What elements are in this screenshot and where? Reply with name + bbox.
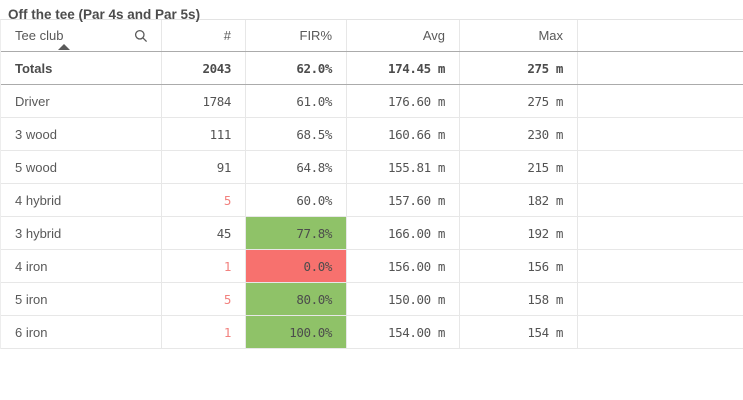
cell-club[interactable]: 5 iron	[1, 283, 162, 315]
table-header-row: Tee club # FIR% Avg Max	[1, 20, 743, 52]
cell-spacer	[578, 151, 743, 183]
totals-fir: 62.0%	[246, 52, 347, 84]
totals-avg: 174.45 m	[347, 52, 460, 84]
cell-club[interactable]: 3 hybrid	[1, 217, 162, 249]
cell-avg[interactable]: 157.60 m	[347, 184, 460, 216]
cell-club[interactable]: 4 iron	[1, 250, 162, 282]
data-table: Tee club # FIR% Avg Max Totals 2043 62.0…	[0, 19, 743, 349]
cell-count[interactable]: 45	[162, 217, 246, 249]
totals-spacer	[578, 52, 743, 84]
cell-club[interactable]: 6 iron	[1, 316, 162, 348]
column-header-label: Tee club	[15, 28, 64, 43]
cell-spacer	[578, 250, 743, 282]
cell-max[interactable]: 182 m	[460, 184, 578, 216]
table-row: 4 iron 1 0.0% 156.00 m 156 m	[1, 250, 743, 283]
cell-max[interactable]: 275 m	[460, 85, 578, 117]
table-row: 3 wood 111 68.5% 160.66 m 230 m	[1, 118, 743, 151]
cell-spacer	[578, 118, 743, 150]
cell-count[interactable]: 111	[162, 118, 246, 150]
table-row: 4 hybrid 5 60.0% 157.60 m 182 m	[1, 184, 743, 217]
cell-count[interactable]: 1	[162, 316, 246, 348]
cell-club[interactable]: Driver	[1, 85, 162, 117]
cell-fir[interactable]: 68.5%	[246, 118, 347, 150]
table-row: 6 iron 1 100.0% 154.00 m 154 m	[1, 316, 743, 349]
cell-fir[interactable]: 60.0%	[246, 184, 347, 216]
cell-max[interactable]: 215 m	[460, 151, 578, 183]
cell-fir[interactable]: 61.0%	[246, 85, 347, 117]
totals-label: Totals	[1, 52, 162, 84]
search-icon[interactable]	[133, 28, 149, 44]
cell-max[interactable]: 230 m	[460, 118, 578, 150]
table-row: 5 wood 91 64.8% 155.81 m 215 m	[1, 151, 743, 184]
cell-club[interactable]: 3 wood	[1, 118, 162, 150]
cell-club[interactable]: 5 wood	[1, 151, 162, 183]
cell-fir[interactable]: 80.0%	[246, 283, 347, 315]
totals-row: Totals 2043 62.0% 174.45 m 275 m	[1, 52, 743, 85]
cell-avg[interactable]: 166.00 m	[347, 217, 460, 249]
column-header-fir[interactable]: FIR%	[246, 20, 347, 51]
cell-spacer	[578, 184, 743, 216]
cell-avg[interactable]: 150.00 m	[347, 283, 460, 315]
column-header-max[interactable]: Max	[460, 20, 578, 51]
cell-max[interactable]: 158 m	[460, 283, 578, 315]
table-row: Driver 1784 61.0% 176.60 m 275 m	[1, 85, 743, 118]
column-header-spacer	[578, 20, 743, 51]
column-header-tee-club[interactable]: Tee club	[1, 20, 162, 51]
totals-max: 275 m	[460, 52, 578, 84]
cell-count[interactable]: 5	[162, 184, 246, 216]
cell-club[interactable]: 4 hybrid	[1, 184, 162, 216]
cell-spacer	[578, 316, 743, 348]
cell-spacer	[578, 217, 743, 249]
cell-count[interactable]: 1	[162, 250, 246, 282]
cell-fir[interactable]: 64.8%	[246, 151, 347, 183]
cell-avg[interactable]: 155.81 m	[347, 151, 460, 183]
cell-max[interactable]: 192 m	[460, 217, 578, 249]
cell-max[interactable]: 154 m	[460, 316, 578, 348]
cell-count[interactable]: 5	[162, 283, 246, 315]
cell-avg[interactable]: 156.00 m	[347, 250, 460, 282]
column-header-avg[interactable]: Avg	[347, 20, 460, 51]
table-row: 3 hybrid 45 77.8% 166.00 m 192 m	[1, 217, 743, 250]
cell-count[interactable]: 1784	[162, 85, 246, 117]
cell-avg[interactable]: 176.60 m	[347, 85, 460, 117]
cell-count[interactable]: 91	[162, 151, 246, 183]
totals-count: 2043	[162, 52, 246, 84]
cell-avg[interactable]: 154.00 m	[347, 316, 460, 348]
cell-max[interactable]: 156 m	[460, 250, 578, 282]
cell-avg[interactable]: 160.66 m	[347, 118, 460, 150]
cell-spacer	[578, 283, 743, 315]
cell-fir[interactable]: 100.0%	[246, 316, 347, 348]
cell-spacer	[578, 85, 743, 117]
column-header-count[interactable]: #	[162, 20, 246, 51]
chart-title: Off the tee (Par 4s and Par 5s)	[8, 7, 201, 22]
sort-ascending-icon	[58, 44, 70, 50]
table-row: 5 iron 5 80.0% 150.00 m 158 m	[1, 283, 743, 316]
cell-fir[interactable]: 0.0%	[246, 250, 347, 282]
cell-fir[interactable]: 77.8%	[246, 217, 347, 249]
